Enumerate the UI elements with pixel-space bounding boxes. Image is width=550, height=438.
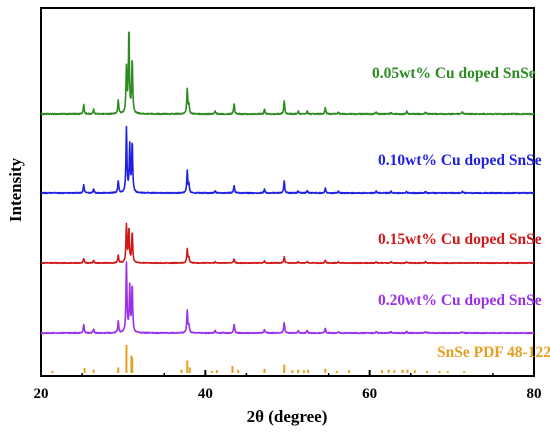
series-label-1: 0.05wt% Cu doped SnSe xyxy=(372,65,536,82)
x-tick-label: 60 xyxy=(362,386,377,402)
series-label-2: 0.10wt% Cu doped SnSe xyxy=(378,152,542,169)
x-tick-label: 20 xyxy=(34,386,49,402)
series-line-2 xyxy=(40,125,535,195)
series-layer xyxy=(40,31,535,335)
x-tick-label: 40 xyxy=(198,386,213,402)
series-labels: 0.05wt% Cu doped SnSe 0.10wt% Cu doped Sn… xyxy=(372,65,550,361)
series-label-4: 0.20wt% Cu doped SnSe xyxy=(378,292,542,309)
x-axis-title: 2θ (degree) xyxy=(247,407,328,426)
y-axis-title: Intensity xyxy=(6,157,25,222)
x-axis-ticks: 20 40 60 80 xyxy=(34,370,542,402)
series-label-3: 0.15wt% Cu doped SnSe xyxy=(378,231,542,248)
series-line-3 xyxy=(40,222,535,265)
x-tick-label: 80 xyxy=(527,386,542,402)
series-label-reference: SnSe PDF 48-1224 xyxy=(437,344,550,361)
series-line-4 xyxy=(40,261,535,335)
series-line-1 xyxy=(40,31,535,116)
reference-sticks xyxy=(51,345,466,373)
